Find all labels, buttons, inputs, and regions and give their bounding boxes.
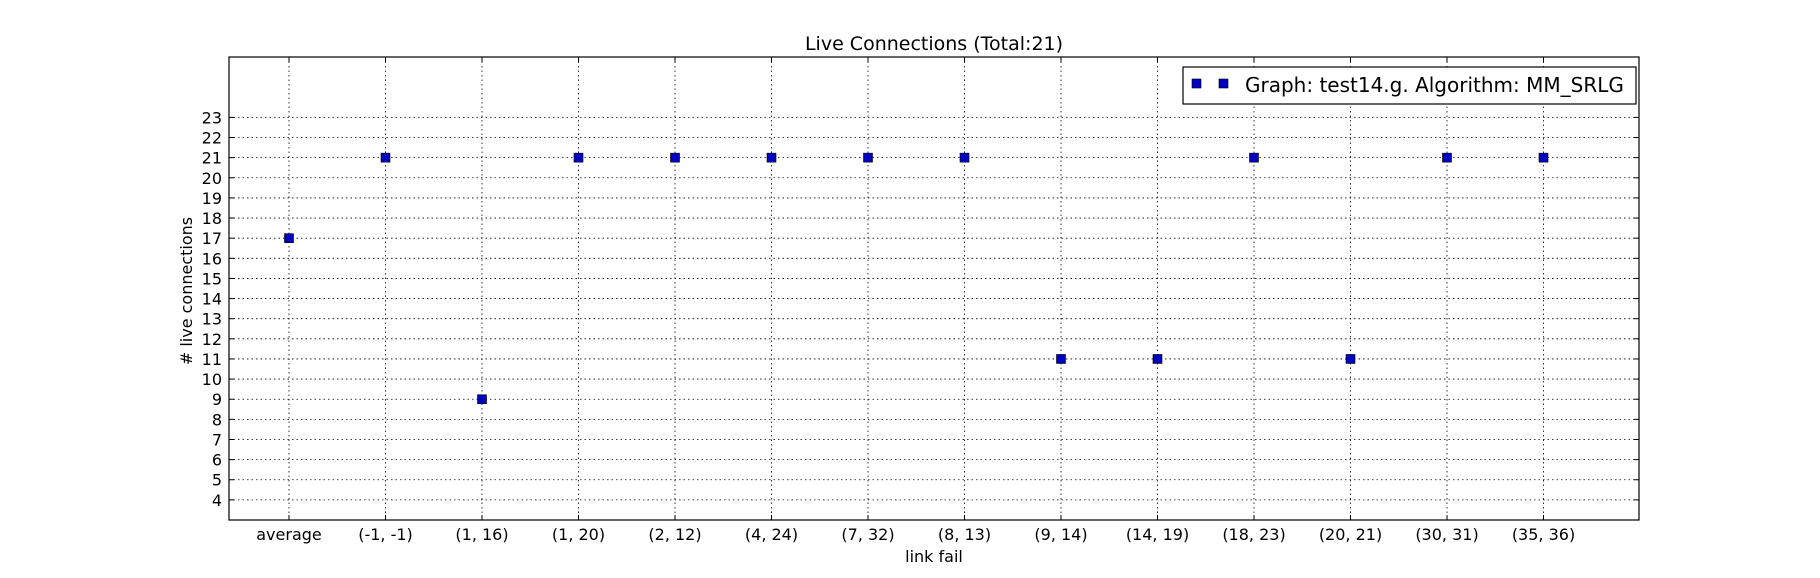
data-point	[380, 152, 391, 163]
x-tick-label: (8, 13)	[938, 525, 991, 544]
y-tick-label: 19	[202, 189, 222, 208]
x-tick-label: (14, 19)	[1126, 525, 1189, 544]
y-tick-label: 12	[202, 330, 222, 349]
data-point	[1152, 354, 1163, 364]
y-tick-label: 9	[212, 390, 222, 409]
y-tick-label: 13	[202, 310, 222, 329]
y-tick-label: 4	[212, 491, 222, 510]
x-tick-label: (-1, -1)	[358, 525, 413, 544]
legend-label: Graph: test14.g. Algorithm: MM_SRLG	[1245, 73, 1624, 97]
x-axis-label: link fail	[905, 547, 963, 566]
chart-title: Live Connections (Total:21)	[805, 33, 1063, 55]
data-point	[284, 233, 294, 243]
x-tick-label: (7, 32)	[841, 525, 894, 544]
y-tick-label: 17	[202, 229, 222, 248]
y-tick-label: 16	[202, 249, 222, 268]
y-tick-label: 21	[202, 149, 222, 168]
data-point	[766, 152, 777, 163]
y-tick-label: 7	[212, 430, 222, 449]
data-point	[670, 152, 680, 163]
y-axis-label: # live connections	[177, 217, 196, 365]
data-point	[1345, 354, 1356, 364]
plot-area	[228, 56, 1640, 521]
legend-box	[1182, 66, 1637, 105]
axis-ticks	[229, 57, 1639, 520]
data-point	[477, 394, 487, 405]
legend-marker	[1218, 78, 1229, 89]
y-tick-label: 11	[202, 350, 222, 369]
y-tick-label: 8	[212, 410, 222, 429]
y-tick-label: 6	[212, 451, 222, 470]
legend-marker	[1191, 78, 1202, 89]
y-tick-label: 18	[202, 209, 222, 228]
y-tick-label: 14	[202, 290, 222, 309]
x-tick-label: (35, 36)	[1512, 525, 1575, 544]
data-point	[863, 152, 873, 163]
grid-lines	[229, 57, 1639, 520]
y-tick-label: 15	[202, 269, 222, 288]
y-tick-label: 22	[202, 129, 222, 148]
x-tick-label: (30, 31)	[1415, 525, 1478, 544]
data-points	[284, 152, 1549, 405]
x-tick-label: (9, 14)	[1034, 525, 1087, 544]
x-tick-label: (2, 12)	[648, 525, 701, 544]
y-tick-label: 20	[202, 169, 222, 188]
legend: Graph: test14.g. Algorithm: MM_SRLG	[1182, 66, 1637, 105]
data-point	[1538, 152, 1549, 163]
data-point	[573, 152, 584, 163]
y-tick-label: 23	[202, 108, 222, 127]
x-tick-label: (20, 21)	[1319, 525, 1382, 544]
x-tick-label: (1, 16)	[455, 525, 508, 544]
x-tick-label: (4, 24)	[745, 525, 798, 544]
y-tick-label: 5	[212, 471, 222, 490]
x-tick-label: average	[256, 525, 322, 544]
data-point	[959, 152, 970, 163]
y-tick-label: 10	[202, 370, 222, 389]
data-point	[1442, 152, 1452, 163]
x-tick-label: (1, 20)	[552, 525, 605, 544]
x-tick-label: (18, 23)	[1222, 525, 1285, 544]
x-tick-labels: average (-1, -1) (1, 16) (1, 20) (2, 12) (4, …	[256, 525, 1575, 544]
data-point	[1249, 152, 1259, 163]
data-point	[1056, 354, 1066, 364]
